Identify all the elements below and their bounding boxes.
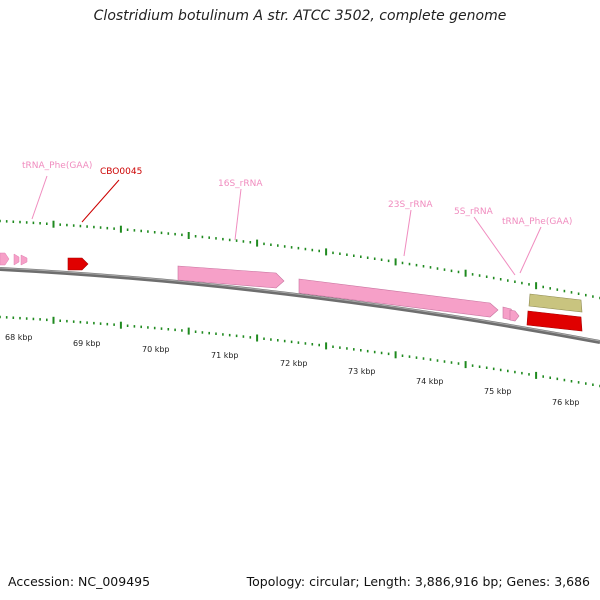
trna-feature-glyph[interactable] [13, 253, 20, 266]
leader-line [31, 175, 48, 220]
scale-label: 72 kbp [280, 359, 308, 368]
cds-feature-glyph[interactable] [67, 257, 89, 271]
leader-line [81, 179, 120, 223]
leader-line [473, 216, 516, 276]
feature-label-5s-rrna[interactable]: 5S_rRNA [454, 207, 494, 217]
scale-label: 74 kbp [416, 377, 444, 386]
feature-label-trna-phe-1[interactable]: tRNA_Phe(GAA) [22, 161, 92, 171]
scale-label: 76 kbp [552, 398, 580, 407]
trna-feature-glyph[interactable] [20, 254, 28, 266]
genome-summary-text: Topology: circular; Length: 3,886,916 bp… [246, 574, 590, 589]
feature-label-16s-rrna[interactable]: 16S_rRNA [218, 179, 263, 189]
scale-label: 68 kbp [5, 333, 33, 342]
rrna-16s-glyph[interactable] [177, 265, 285, 289]
cds-feature-glyph[interactable] [526, 310, 583, 332]
feature-label-23s-rrna[interactable]: 23S_rRNA [388, 200, 433, 210]
trna-feature-glyph[interactable] [0, 252, 10, 266]
scale-label: 75 kbp [484, 387, 512, 396]
leader-line [519, 226, 542, 274]
scale-label: 70 kbp [142, 345, 170, 354]
leader-line [234, 188, 242, 241]
olive-feature-glyph[interactable] [528, 293, 583, 313]
feature-label-trna-phe-2[interactable]: tRNA_Phe(GAA) [502, 217, 572, 227]
genome-backbone [0, 267, 600, 344]
leader-line [403, 209, 412, 257]
map-title: Clostridium botulinum A str. ATCC 3502, … [93, 8, 507, 24]
scale-label: 73 kbp [348, 367, 376, 376]
accession-text: Accession: NC_009495 [8, 574, 151, 589]
inner-tick-ring [0, 315, 600, 388]
feature-label-cbo0045[interactable]: CBO0045 [100, 167, 142, 177]
scale-label: 71 kbp [211, 351, 239, 360]
scale-label: 69 kbp [73, 339, 101, 348]
rrna-23s-glyph[interactable] [298, 278, 499, 318]
trna-feature-glyph[interactable] [509, 309, 520, 322]
outer-tick-ring [0, 219, 600, 300]
